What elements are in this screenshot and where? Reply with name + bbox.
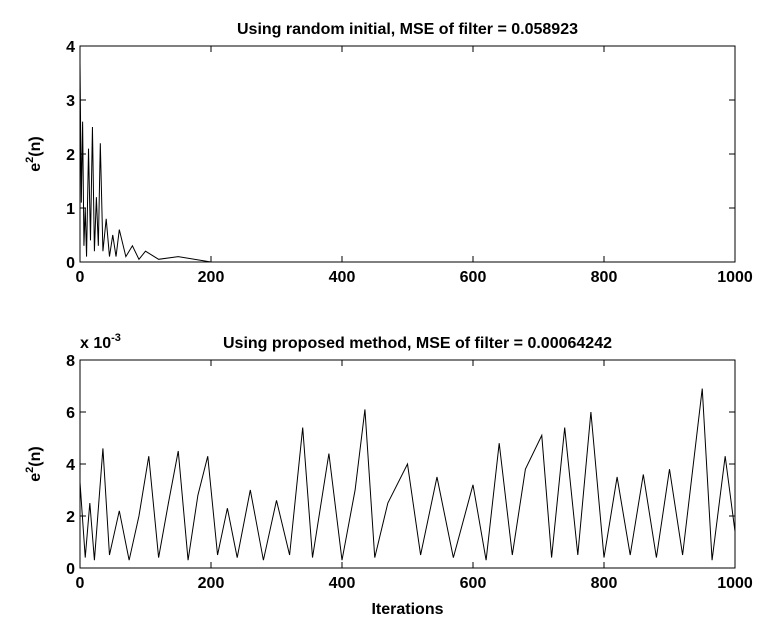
error-line: [79, 62, 735, 263]
y-axis-label: e2(n): [24, 136, 44, 171]
y-multiplier: x 10-3: [80, 332, 121, 352]
y-label-base: e: [27, 473, 44, 482]
x-tick-label: 400: [329, 575, 356, 592]
chart-title: Using proposed method, MSE of filter = 0…: [223, 335, 612, 352]
y-tick-label: 3: [66, 93, 75, 110]
y-tick-label: 2: [66, 509, 75, 526]
chart-title: Using random initial, MSE of filter = 0.…: [237, 21, 578, 38]
x-tick-label: 800: [591, 269, 618, 286]
x-tick-label: 600: [460, 575, 487, 592]
x-tick-label: 0: [76, 269, 85, 286]
x-tick-label: 200: [198, 269, 225, 286]
y-tick-label: 4: [66, 457, 75, 474]
y-tick-label: 2: [66, 147, 75, 164]
x-tick-label: 200: [198, 575, 225, 592]
error-line: [79, 388, 736, 561]
y-tick-label: 6: [66, 405, 75, 422]
x-tick-label: 600: [460, 269, 487, 286]
y-label-superscript: 2: [24, 157, 36, 163]
y-axis-label: e2(n): [24, 446, 44, 481]
axes-background: [80, 46, 735, 262]
x-tick-label: 400: [329, 269, 356, 286]
y-multiplier-exponent: -3: [111, 332, 121, 344]
x-tick-label: 1000: [717, 269, 753, 286]
y-multiplier-base: x 10: [80, 335, 111, 352]
x-axis-label: Iterations: [371, 601, 443, 618]
y-label-base: e: [27, 163, 44, 172]
x-tick-label: 0: [76, 575, 85, 592]
y-tick-label: 0: [66, 561, 75, 578]
y-tick-label: 0: [66, 255, 75, 272]
y-label-rest: (n): [27, 136, 44, 156]
y-tick-label: 4: [66, 39, 75, 56]
x-tick-label: 1000: [717, 575, 753, 592]
y-label-superscript: 2: [24, 467, 36, 473]
y-tick-label: 8: [66, 353, 75, 370]
x-tick-label: 800: [591, 575, 618, 592]
y-tick-label: 1: [66, 201, 75, 218]
y-label-rest: (n): [27, 446, 44, 466]
